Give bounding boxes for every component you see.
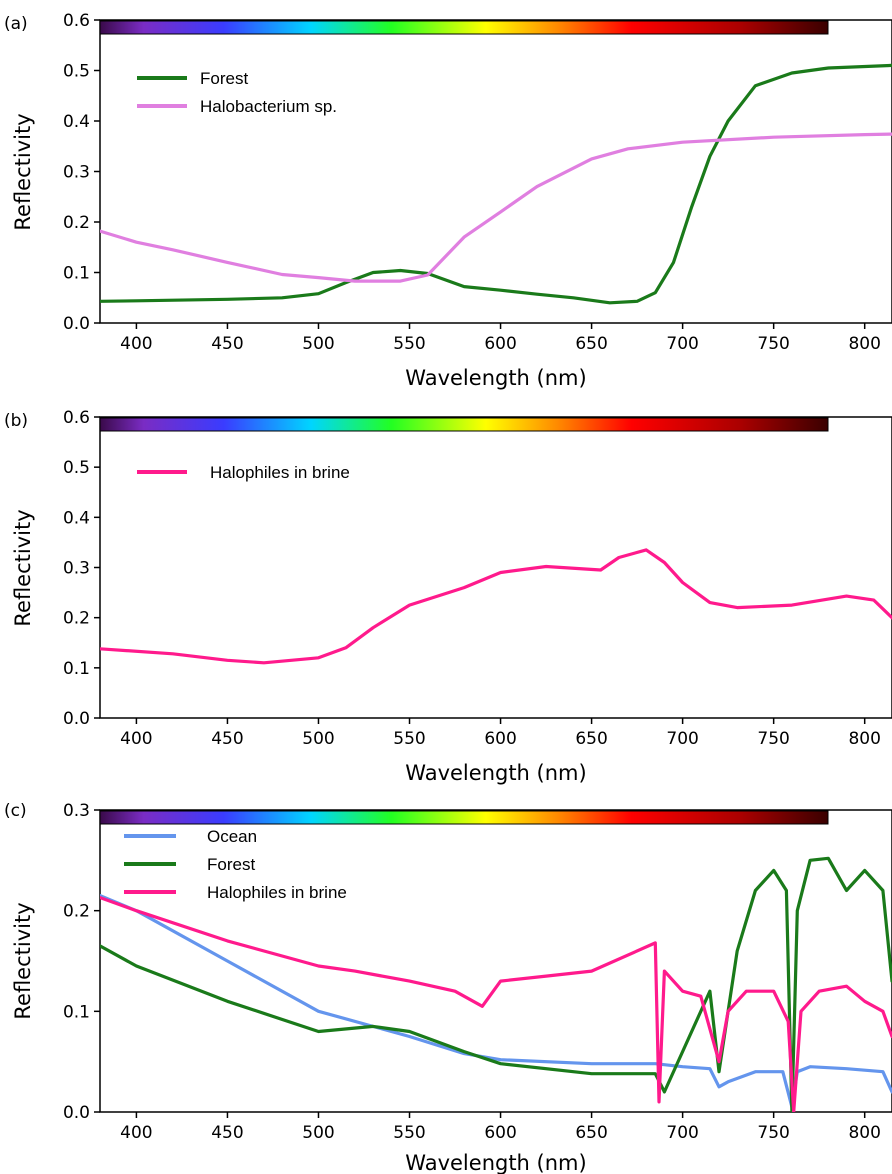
series-lines xyxy=(100,856,892,1112)
x-tick-label: 800 xyxy=(848,334,880,354)
y-axis: 0.0 0.1 0.2 0.3 xyxy=(63,801,100,1123)
panel-label: (a) xyxy=(4,14,28,34)
series-line-halophiles-in-brine xyxy=(100,896,892,1112)
y-axis-title: Reflectivity xyxy=(11,113,35,230)
x-tick-label: 600 xyxy=(484,1123,516,1143)
x-tick-label: 550 xyxy=(393,1123,425,1143)
x-tick-label: 450 xyxy=(211,729,243,749)
y-axis-title: Reflectivity xyxy=(11,509,35,626)
x-axis-title: Wavelength (nm) xyxy=(405,366,586,390)
y-tick-label: 0.6 xyxy=(63,408,90,428)
y-axis: 0.0 0.1 0.2 0.3 0.4 0.5 0.6 xyxy=(63,11,100,334)
series-line-forest xyxy=(100,63,892,305)
series-lines xyxy=(100,63,892,305)
legend-label-halophiles: Halophiles in brine xyxy=(207,883,347,902)
y-tick-label: 0.0 xyxy=(63,314,90,334)
panel-a: (a) 0.0 0.1 0.2 0.3 0.4 0.5 0.6 400 450 500 550 60… xyxy=(4,11,892,390)
series-line-forest xyxy=(100,856,892,1112)
y-tick-label: 0.1 xyxy=(63,659,90,679)
x-tick-label: 750 xyxy=(757,729,789,749)
spectrum-colorbar xyxy=(99,417,829,432)
series-line-ocean xyxy=(100,894,892,1109)
y-axis-title: Reflectivity xyxy=(11,902,35,1019)
plot-frame xyxy=(99,809,892,1113)
x-tick-label: 550 xyxy=(393,334,425,354)
legend: Forest Halobacterium sp. xyxy=(137,69,337,116)
y-tick-label: 0.3 xyxy=(63,163,90,183)
y-tick-label: 0.2 xyxy=(63,213,90,233)
y-tick-label: 0.3 xyxy=(63,801,90,821)
spectrum-colorbar xyxy=(99,810,829,825)
x-tick-label: 750 xyxy=(757,334,789,354)
x-axis-title: Wavelength (nm) xyxy=(405,1151,586,1174)
y-tick-label: 0.4 xyxy=(63,112,90,132)
y-tick-label: 0.6 xyxy=(63,11,90,31)
x-tick-label: 700 xyxy=(666,334,698,354)
y-tick-label: 0.2 xyxy=(63,609,90,629)
legend-label-forest: Forest xyxy=(200,69,248,88)
y-tick-label: 0.1 xyxy=(63,264,90,284)
x-tick-label: 450 xyxy=(211,334,243,354)
legend: Ocean Forest Halophiles in brine xyxy=(124,827,347,902)
x-tick-label: 800 xyxy=(848,1123,880,1143)
x-tick-label: 500 xyxy=(302,334,334,354)
y-tick-label: 0.2 xyxy=(63,902,90,922)
y-axis: 0.0 0.1 0.2 0.3 0.4 0.5 0.6 xyxy=(63,408,100,729)
x-tick-label: 700 xyxy=(666,729,698,749)
series-line-halophiles-in-brine xyxy=(100,548,892,665)
x-tick-label: 400 xyxy=(120,729,152,749)
x-tick-label: 400 xyxy=(120,1123,152,1143)
series-line-halobacterium-sp xyxy=(100,132,892,283)
x-tick-label: 400 xyxy=(120,334,152,354)
x-tick-label: 500 xyxy=(302,1123,334,1143)
y-tick-label: 0.0 xyxy=(63,1103,90,1123)
x-tick-label: 550 xyxy=(393,729,425,749)
y-tick-label: 0.1 xyxy=(63,1002,90,1022)
x-tick-label: 500 xyxy=(302,729,334,749)
x-tick-label: 750 xyxy=(757,1123,789,1143)
legend-label-halophiles: Halophiles in brine xyxy=(210,463,350,482)
panel-c: (c) 0.0 0.1 0.2 0.3 400 450 500 550 600 650 700 75… xyxy=(4,801,892,1174)
x-tick-label: 600 xyxy=(484,729,516,749)
legend-label-halobacterium: Halobacterium sp. xyxy=(200,97,337,116)
legend: Halophiles in brine xyxy=(137,463,350,482)
x-tick-label: 450 xyxy=(211,1123,243,1143)
y-tick-label: 0.5 xyxy=(63,62,90,82)
spectrum-colorbar xyxy=(99,20,829,35)
x-axis: 400 450 500 550 600 650 700 750 800 xyxy=(120,323,881,354)
panel-b: (b) 0.0 0.1 0.2 0.3 0.4 0.5 0.6 400 450 500 550 60… xyxy=(4,408,892,785)
y-tick-label: 0.0 xyxy=(63,709,90,729)
x-axis: 400 450 500 550 600 650 700 750 800 xyxy=(120,1112,881,1143)
y-tick-label: 0.3 xyxy=(63,559,90,579)
x-tick-label: 700 xyxy=(666,1123,698,1143)
x-tick-label: 650 xyxy=(575,1123,607,1143)
x-tick-label: 800 xyxy=(848,729,880,749)
panel-label: (c) xyxy=(4,801,27,821)
x-tick-label: 600 xyxy=(484,334,516,354)
plot-frame xyxy=(99,19,892,324)
x-axis-title: Wavelength (nm) xyxy=(405,761,586,785)
series-lines xyxy=(100,548,892,665)
y-tick-label: 0.4 xyxy=(63,508,90,528)
y-tick-label: 0.5 xyxy=(63,458,90,478)
legend-label-ocean: Ocean xyxy=(207,827,257,846)
panel-label: (b) xyxy=(4,411,28,431)
x-tick-label: 650 xyxy=(575,729,607,749)
x-tick-label: 650 xyxy=(575,334,607,354)
x-axis: 400 450 500 550 600 650 700 750 800 xyxy=(120,718,881,749)
legend-label-forest: Forest xyxy=(207,855,255,874)
